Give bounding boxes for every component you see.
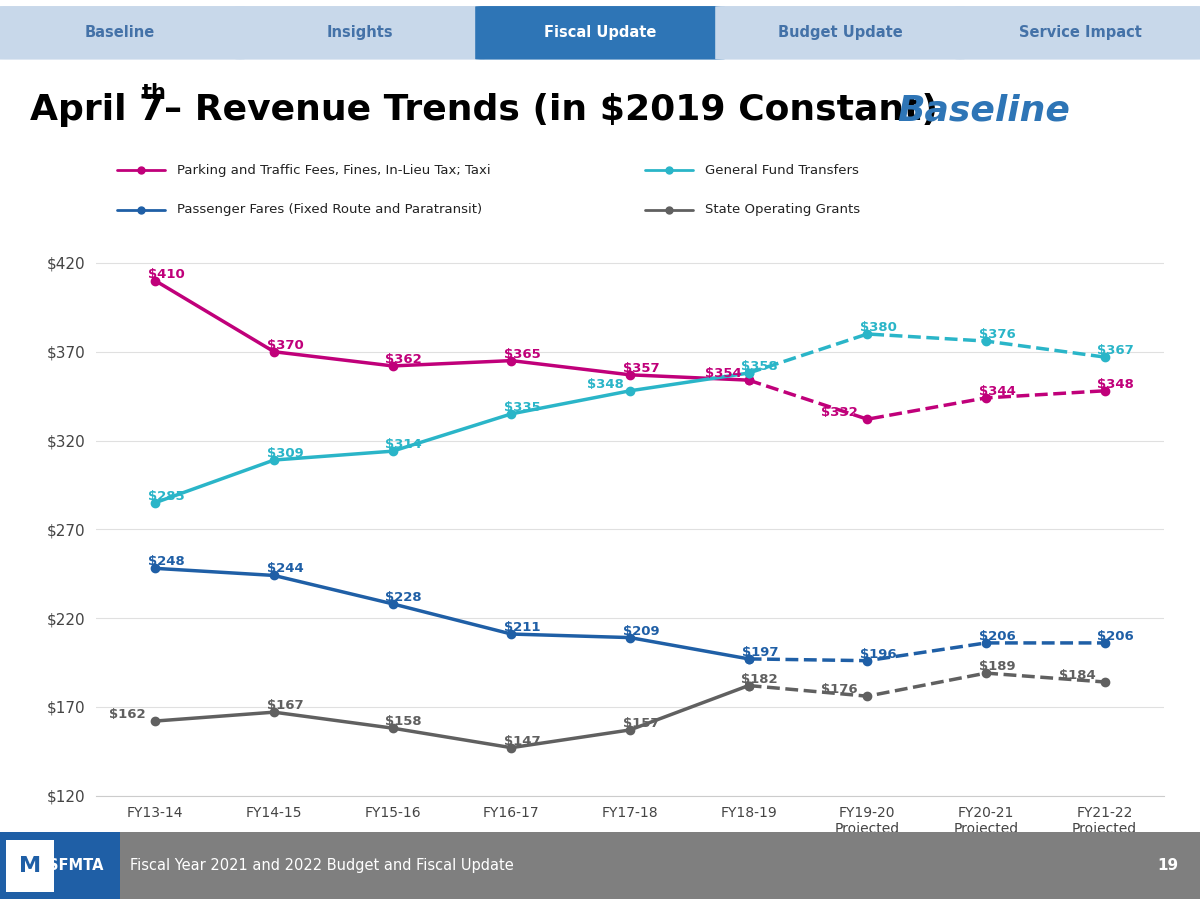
Text: $162: $162 (109, 708, 146, 721)
Text: $184: $184 (1058, 669, 1096, 682)
Text: $309: $309 (266, 447, 304, 460)
Text: $335: $335 (504, 401, 541, 414)
Text: Baseline: Baseline (85, 25, 155, 40)
FancyBboxPatch shape (235, 6, 485, 59)
Text: Passenger Fares (Fixed Route and Paratransit): Passenger Fares (Fixed Route and Paratra… (178, 203, 482, 217)
Text: $211: $211 (504, 621, 541, 634)
Text: $410: $410 (148, 268, 185, 280)
Text: $147: $147 (504, 734, 541, 748)
Text: Fiscal Year 2021 and 2022 Budget and Fiscal Update: Fiscal Year 2021 and 2022 Budget and Fis… (130, 858, 514, 873)
Text: General Fund Transfers: General Fund Transfers (706, 164, 859, 176)
Text: M: M (19, 856, 41, 876)
Text: $358: $358 (742, 360, 778, 373)
Text: $370: $370 (266, 339, 304, 352)
Text: Fiscal Update: Fiscal Update (544, 25, 656, 40)
Text: Baseline: Baseline (898, 93, 1070, 127)
Text: Parking and Traffic Fees, Fines, In-Lieu Tax; Taxi: Parking and Traffic Fees, Fines, In-Lieu… (178, 164, 491, 176)
Text: $244: $244 (266, 563, 304, 575)
Text: State Operating Grants: State Operating Grants (706, 203, 860, 217)
Text: $348: $348 (1097, 378, 1134, 391)
Text: $344: $344 (979, 385, 1015, 398)
Text: SFMTA: SFMTA (48, 858, 103, 873)
Text: $248: $248 (148, 556, 185, 568)
Bar (0, 832, 120, 899)
Text: $206: $206 (1098, 630, 1134, 643)
Text: Budget Update: Budget Update (778, 25, 902, 40)
Text: 19: 19 (1157, 858, 1178, 873)
Text: $362: $362 (385, 353, 422, 366)
Text: $332: $332 (821, 406, 858, 419)
Text: April 7: April 7 (30, 93, 164, 127)
Text: $189: $189 (979, 660, 1015, 673)
Text: $228: $228 (385, 591, 422, 604)
FancyBboxPatch shape (0, 6, 245, 59)
Text: $176: $176 (821, 683, 858, 696)
Text: $196: $196 (860, 647, 896, 661)
Text: $197: $197 (742, 645, 778, 659)
Text: $157: $157 (623, 717, 659, 730)
Text: $357: $357 (623, 361, 660, 375)
Text: $314: $314 (385, 438, 422, 451)
FancyBboxPatch shape (475, 6, 725, 59)
Text: $376: $376 (979, 328, 1015, 341)
Text: Insights: Insights (326, 25, 394, 40)
Text: $380: $380 (860, 321, 896, 334)
FancyBboxPatch shape (4, 837, 56, 895)
Text: – Revenue Trends (in $2019 Constant): – Revenue Trends (in $2019 Constant) (164, 93, 952, 127)
FancyBboxPatch shape (715, 6, 965, 59)
Text: $167: $167 (266, 699, 304, 712)
Text: $182: $182 (742, 672, 778, 686)
Text: $348: $348 (587, 378, 624, 391)
Text: $206: $206 (979, 630, 1015, 643)
Text: th: th (142, 83, 167, 103)
Text: $209: $209 (623, 625, 660, 637)
Text: $365: $365 (504, 348, 541, 360)
Text: $354: $354 (706, 367, 742, 380)
FancyBboxPatch shape (955, 6, 1200, 59)
Text: $285: $285 (148, 490, 185, 503)
Text: Service Impact: Service Impact (1019, 25, 1141, 40)
Text: $158: $158 (385, 715, 422, 728)
Text: $367: $367 (1098, 344, 1134, 357)
